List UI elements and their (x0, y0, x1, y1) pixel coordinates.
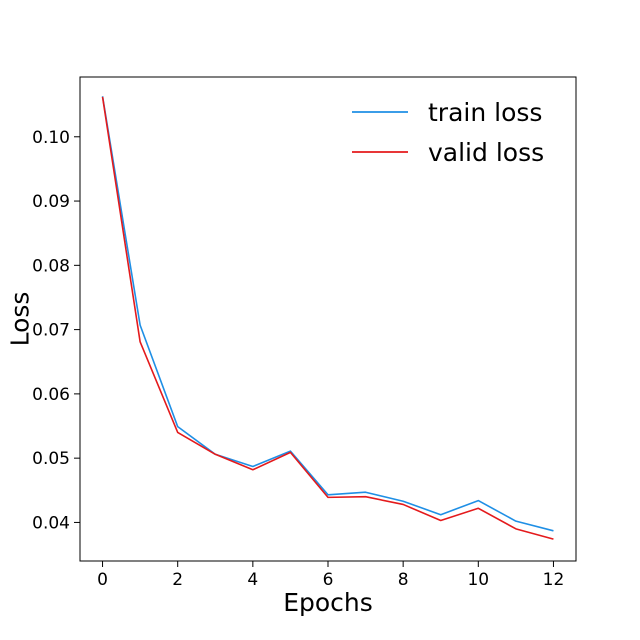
x-axis-label: Epochs (283, 588, 373, 617)
y-tick-label: 0.08 (32, 256, 70, 276)
y-tick-label: 0.10 (32, 128, 70, 148)
legend-label: valid loss (428, 138, 544, 167)
x-axis: 0 2 4 6 8 10 12 (97, 561, 564, 590)
legend-label: train loss (428, 98, 542, 127)
legend: train loss valid loss (352, 98, 544, 167)
x-tick-label: 4 (247, 570, 258, 590)
y-tick-label: 0.06 (32, 385, 70, 405)
x-tick-label: 2 (172, 570, 183, 590)
y-tick-label: 0.07 (32, 321, 70, 341)
y-axis-label: Loss (6, 292, 35, 347)
series-line-valid-loss (101, 96, 554, 540)
y-tick-label: 0.09 (32, 192, 70, 212)
series-line-train-loss (101, 96, 554, 532)
x-tick-label: 8 (398, 570, 409, 590)
x-tick-label: 12 (543, 570, 565, 590)
series-layer (101, 96, 554, 540)
x-tick-label: 0 (97, 570, 108, 590)
y-tick-label: 0.05 (32, 449, 70, 469)
x-tick-label: 6 (323, 570, 334, 590)
y-axis: 0.04 0.05 0.06 0.07 0.08 0.09 0.10 (32, 128, 80, 533)
x-tick-label: 10 (467, 570, 489, 590)
y-tick-label: 0.04 (32, 513, 70, 533)
